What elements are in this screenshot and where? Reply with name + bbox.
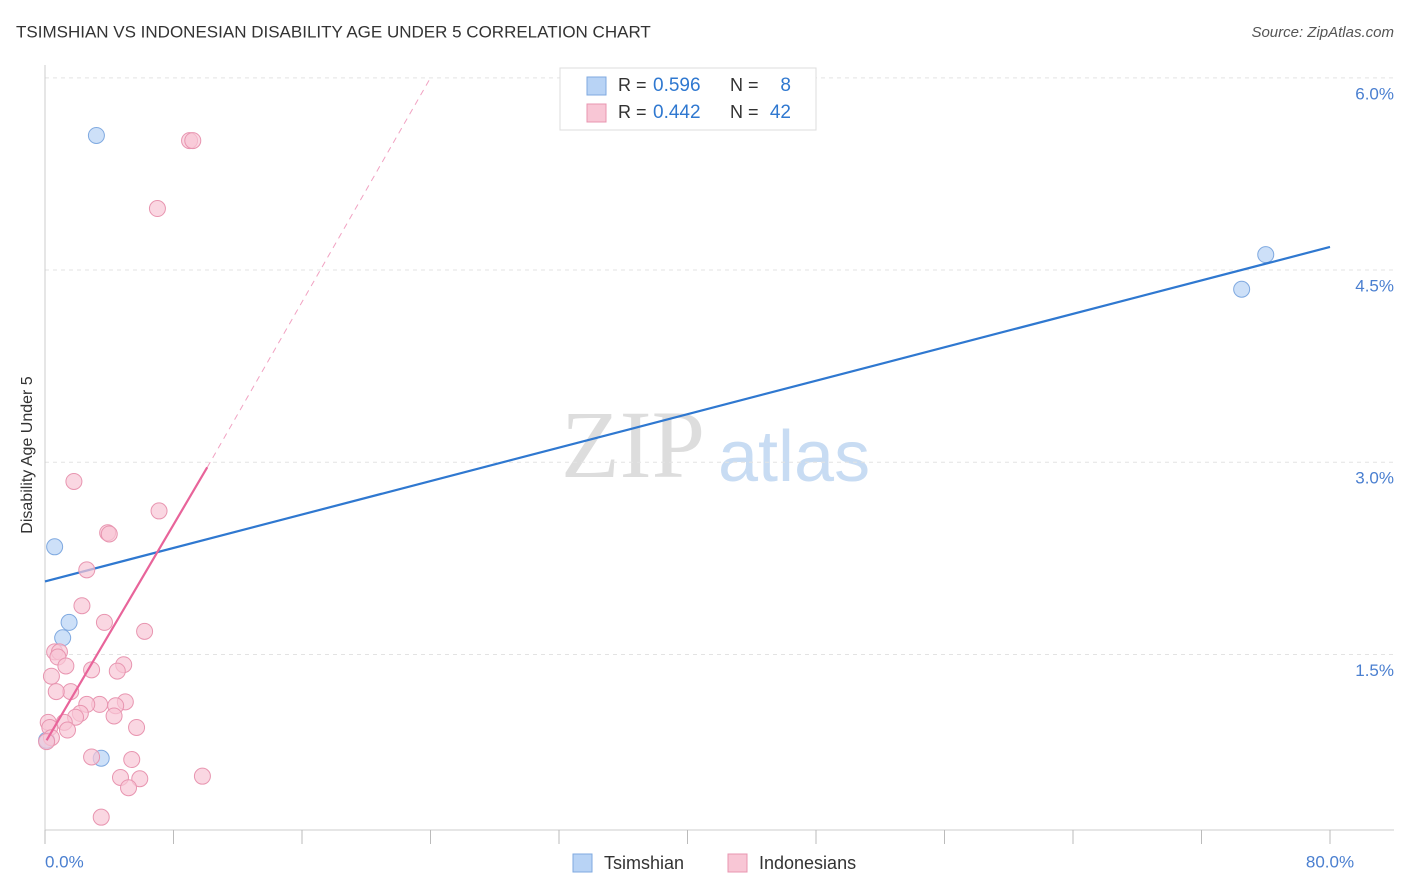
point	[123, 751, 141, 769]
y-tick-label: 4.5%	[1355, 277, 1394, 296]
source: Source: ZipAtlas.com	[1251, 24, 1394, 41]
point	[120, 779, 138, 797]
point	[105, 707, 123, 725]
point	[57, 657, 75, 675]
y-tick-label: 1.5%	[1355, 661, 1394, 680]
legend-n: 42	[770, 102, 791, 123]
chart-title: TSIMSHIAN VS INDONESIAN DISABILITY AGE U…	[16, 22, 651, 41]
point	[150, 502, 168, 520]
watermark: atlas	[718, 417, 870, 497]
legend-n: 8	[780, 75, 791, 96]
legend-n-label: N =	[730, 102, 759, 122]
legend-label: Tsimshian	[604, 853, 684, 873]
watermark: ZIP	[561, 391, 705, 498]
trend-line	[44, 245, 1331, 583]
y-axis-label: Disability Age Under 5	[19, 376, 36, 534]
x-tick-label: 0.0%	[45, 852, 84, 871]
point	[47, 683, 65, 701]
point	[87, 126, 105, 144]
y-tick-label: 6.0%	[1355, 84, 1394, 103]
legend-r-label: R =	[618, 75, 647, 95]
legend-n-label: N =	[730, 75, 759, 95]
legend-swatch	[586, 76, 607, 96]
point	[193, 767, 211, 785]
point	[128, 718, 146, 736]
legend-swatch	[572, 853, 593, 873]
point	[78, 561, 96, 579]
point	[46, 538, 64, 556]
legend-r-label: R =	[618, 102, 647, 122]
point	[58, 721, 76, 739]
point	[54, 629, 72, 647]
point	[136, 622, 154, 640]
point	[73, 597, 91, 615]
legend-swatch	[727, 853, 748, 873]
legend-r: 0.596	[653, 75, 701, 96]
y-tick-label: 3.0%	[1355, 469, 1394, 488]
legend-label: Indonesians	[759, 853, 856, 873]
legend-swatch	[586, 103, 607, 123]
trend-line	[45, 466, 209, 741]
point	[83, 748, 101, 766]
point	[92, 808, 110, 826]
x-tick-label: 80.0%	[1306, 852, 1354, 871]
point	[1257, 246, 1275, 264]
point	[38, 733, 56, 751]
point	[131, 770, 149, 788]
point	[65, 472, 83, 490]
point	[108, 662, 126, 680]
trend-line	[206, 77, 431, 468]
point	[42, 667, 60, 685]
point	[60, 613, 78, 631]
point	[184, 132, 202, 150]
point	[95, 613, 113, 631]
point	[1233, 280, 1251, 298]
point	[100, 525, 118, 543]
point	[148, 200, 166, 218]
legend-r: 0.442	[653, 102, 701, 123]
